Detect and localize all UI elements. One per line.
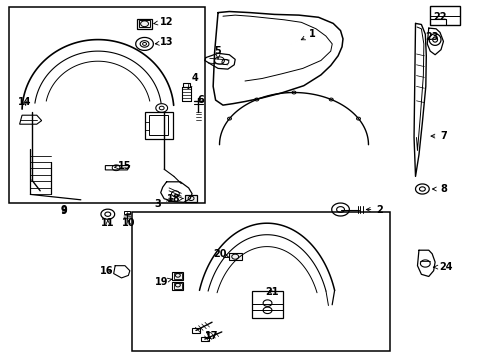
Text: 15: 15 bbox=[115, 161, 132, 171]
Text: 7: 7 bbox=[431, 131, 447, 141]
Bar bbox=[9, 7, 205, 203]
Text: 5: 5 bbox=[215, 46, 221, 59]
Bar bbox=[185, 195, 197, 202]
Text: 10: 10 bbox=[122, 218, 135, 228]
Bar bbox=[252, 291, 283, 318]
Bar bbox=[137, 19, 152, 29]
Text: 11: 11 bbox=[101, 218, 115, 228]
Text: 18: 18 bbox=[167, 194, 184, 204]
Text: 9: 9 bbox=[60, 206, 67, 216]
Bar bbox=[172, 272, 183, 280]
Text: 14: 14 bbox=[18, 96, 31, 107]
Bar bbox=[149, 115, 168, 135]
Text: 8: 8 bbox=[433, 184, 447, 194]
Bar bbox=[174, 273, 182, 279]
Bar bbox=[201, 337, 209, 341]
Polygon shape bbox=[105, 166, 130, 170]
Bar bbox=[139, 20, 150, 27]
Text: 2: 2 bbox=[367, 204, 383, 215]
Bar bbox=[132, 212, 390, 351]
Bar bbox=[124, 211, 130, 214]
Bar bbox=[229, 253, 242, 260]
Text: 3: 3 bbox=[154, 198, 173, 210]
Text: 20: 20 bbox=[213, 249, 229, 259]
Text: 16: 16 bbox=[100, 266, 114, 276]
Text: 6: 6 bbox=[197, 95, 204, 105]
Bar bbox=[430, 6, 460, 25]
Text: 21: 21 bbox=[265, 287, 279, 297]
Bar bbox=[192, 328, 200, 333]
Bar bbox=[145, 112, 173, 139]
Text: 23: 23 bbox=[425, 32, 439, 42]
Text: 17: 17 bbox=[205, 330, 219, 341]
Text: 12: 12 bbox=[154, 17, 173, 27]
Bar bbox=[183, 83, 190, 87]
Text: 22: 22 bbox=[433, 12, 447, 22]
Bar bbox=[174, 283, 182, 289]
Text: 24: 24 bbox=[434, 262, 453, 272]
Text: 1: 1 bbox=[301, 29, 316, 40]
Text: 13: 13 bbox=[155, 37, 173, 48]
Text: 4: 4 bbox=[188, 73, 198, 89]
Text: 19: 19 bbox=[155, 276, 172, 287]
Text: 9: 9 bbox=[60, 204, 67, 215]
Bar bbox=[172, 282, 183, 290]
